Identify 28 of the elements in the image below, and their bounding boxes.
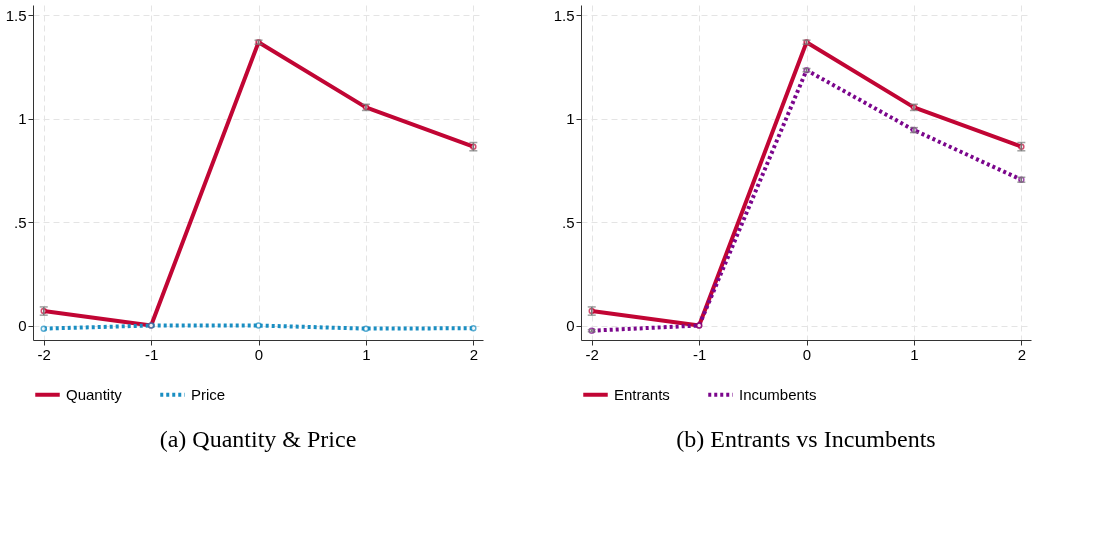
y-tick-label: .5 [13,213,27,231]
text: (b) Entrants vs Incumbents [676,426,936,452]
x-tick-label: 0 [802,345,812,363]
x-tick-label: 2 [1017,345,1027,363]
y-tick-label: .5 [561,213,575,231]
y-tick-label: 0 [18,317,27,335]
y-tick-label: 0 [566,317,575,335]
x-tick-label: 1 [362,345,371,363]
x-tick-label: 0 [254,345,264,363]
y-tick-label: 1 [566,110,575,128]
x-tick-label: 1 [910,345,919,363]
legend-label: Quantity [66,385,123,403]
x-tick-label: -2 [37,345,51,363]
text: (a) Quantity & Price [159,426,357,452]
point [362,325,370,332]
point [255,322,262,329]
y-tick-label: 1 [18,110,27,128]
point [470,324,477,332]
y-tick-label: 1.5 [5,6,27,24]
x-tick-label: -2 [585,345,599,363]
legend-label: Entrants [614,385,670,403]
legend-label: Price [191,385,226,403]
x-tick-label: 2 [469,345,479,363]
x-tick-label: -1 [144,345,159,363]
y-tick-label: 1.5 [553,6,575,24]
point [40,325,47,332]
legend-label: Incumbents [739,385,817,403]
x-tick-label: -1 [692,345,707,363]
